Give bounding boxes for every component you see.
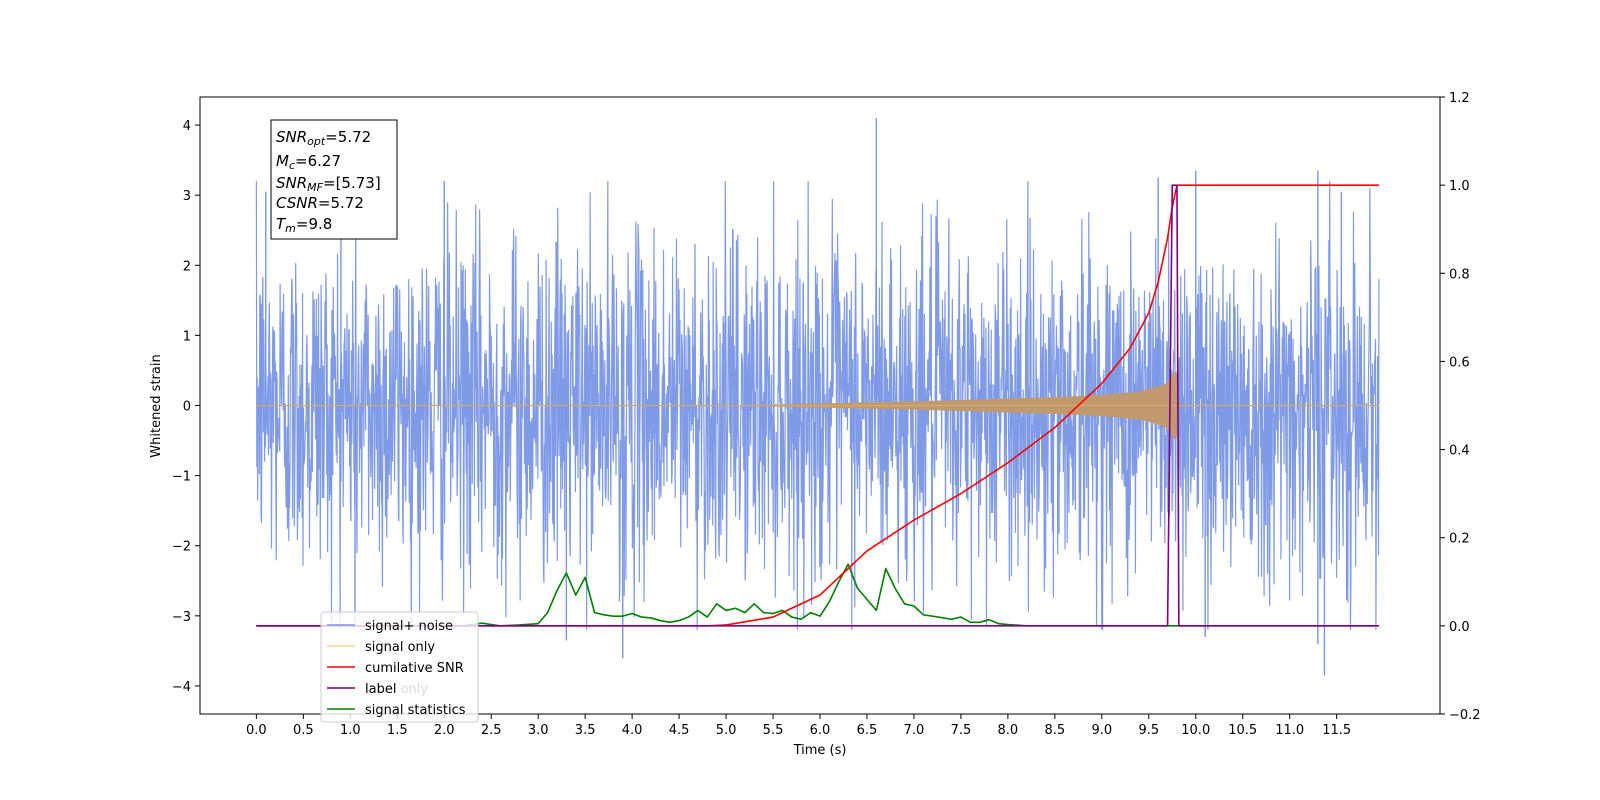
x-tick-label: 0.0 [246,723,267,738]
x-tick-label: 7.0 [904,723,925,738]
x-tick-label: 7.5 [951,723,972,738]
y-tick-label: 2 [183,259,191,274]
x-tick-label: 9.5 [1138,723,1159,738]
x-tick-label: 10.0 [1181,723,1210,738]
annotation-snr-opt: SNRopt=5.72 [276,128,371,148]
y2-tick-label: 0.8 [1449,267,1470,282]
x-tick-label: 11.0 [1275,723,1304,738]
y2-tick-label: 1.2 [1449,91,1470,106]
legend-entry-signal-only: signal only [327,640,435,655]
x-tick-label: 2.0 [434,723,455,738]
legend-entry-label: label [327,682,396,697]
y2-tick-label: 0.4 [1449,444,1470,459]
svg-text:signal+ noise: signal+ noise [365,619,453,634]
x-axis: 0.0 0.5 1.0 1.5 2.0 2.5 3.0 3.5 4.0 4.5 5.0 5.5 6.0 6… [246,714,1351,738]
y2-tick-label: 1.0 [1449,179,1470,194]
legend-entry-signal-noise: signal+ noise [327,619,453,634]
legend-entry-cumulative-snr: cumilative SNR [327,661,464,676]
y-tick-label: −1 [172,470,191,485]
svg-text:label: label [365,682,396,697]
annotation-snr-mf: SNRMF=[5.73] [276,174,381,194]
svg-text:cumilative SNR: cumilative SNR [365,661,464,676]
signal-only-series [256,370,1379,441]
signal-plus-noise-line [255,181,1380,630]
y-tick-label: −4 [172,680,191,695]
svg-text:signal statistics: signal statistics [365,703,466,718]
x-tick-label: 1.0 [340,723,361,738]
y-tick-label: −2 [172,540,191,555]
x-tick-label: 3.0 [528,723,549,738]
x-axis-label: Time (s) [793,743,847,758]
x-tick-label: 4.0 [622,723,643,738]
signal-statistics-line [256,563,1375,627]
x-tick-label: 5.0 [716,723,737,738]
y-tick-label: 1 [183,329,191,344]
y-axis-right: −0.2 0.0 0.2 0.4 0.6 0.8 1.0 1.2 [1440,91,1481,723]
x-tick-label: 5.5 [763,723,784,738]
label-line [256,184,1379,627]
y2-tick-label: −0.2 [1449,708,1481,723]
y2-tick-label: 0.6 [1449,355,1470,370]
x-tick-label: 10.5 [1228,723,1257,738]
signal-plus-noise-series [255,118,1380,676]
x-tick-label: 3.5 [575,723,596,738]
x-tick-label: 2.5 [481,723,502,738]
y-tick-label: 3 [183,189,191,204]
y-tick-label: −3 [172,610,191,625]
x-tick-label: 11.5 [1322,723,1351,738]
x-tick-label: 6.0 [810,723,831,738]
y2-tick-label: 0.2 [1449,532,1470,547]
x-tick-label: 8.5 [1045,723,1066,738]
svg-text:signal only: signal only [365,640,435,655]
x-tick-label: 4.5 [669,723,690,738]
svg-text:label only: label only [365,682,428,697]
annotation-tm: Tm=9.8 [276,215,332,235]
x-tick-label: 9.0 [1091,723,1112,738]
x-tick-label: 1.5 [387,723,408,738]
y-tick-label: 0 [183,400,191,415]
x-tick-label: 0.5 [293,723,314,738]
legend: signal+ noise signal only cumilative SNR… [320,611,479,723]
y-axis-left: −4 −3 −2 −1 0 1 2 3 4 [172,119,200,695]
y-axis-label: Whitened strain [149,354,164,457]
parameter-annotation-box: SNRopt=5.72 Mc=6.27 SNRMF=[5.73] CSNR=5.… [270,119,398,240]
y2-tick-label: 0.0 [1449,620,1470,635]
annotation-csnr: CSNR=5.72 [276,194,364,212]
annotation-mc: Mc=6.27 [276,152,341,172]
x-tick-label: 6.5 [857,723,878,738]
y-tick-label: 4 [183,119,191,134]
x-tick-label: 8.0 [998,723,1019,738]
legend-entry-signal-statistics: signal statistics [327,703,466,718]
